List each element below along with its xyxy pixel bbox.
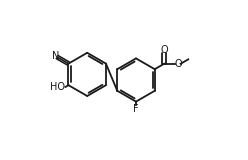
Text: O: O — [160, 45, 168, 55]
Text: F: F — [133, 104, 139, 114]
Text: N: N — [52, 51, 59, 61]
Text: O: O — [174, 59, 182, 69]
Text: HO: HO — [50, 82, 65, 92]
